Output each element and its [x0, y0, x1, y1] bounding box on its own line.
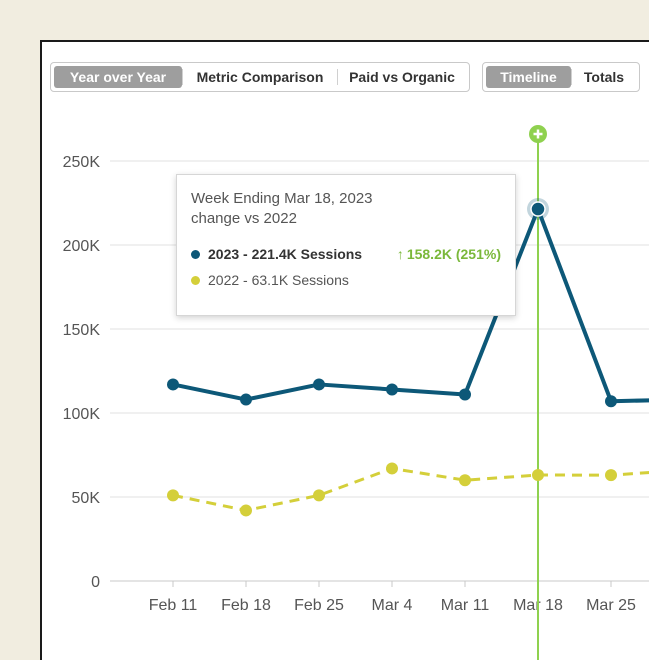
- x-tick-label: Mar 25: [586, 597, 636, 614]
- series-2022-point: [532, 468, 544, 481]
- series-2023-point: [313, 378, 325, 391]
- tab-year-over-year[interactable]: Year over Year: [54, 66, 182, 88]
- chart-tooltip: Week Ending Mar 18, 2023 change vs 2022 …: [176, 174, 516, 316]
- x-tick-label: Mar 11: [441, 597, 490, 614]
- divider: [571, 69, 572, 85]
- y-tick-label: 200K: [63, 238, 101, 255]
- tooltip-row-2023: 2023 - 221.4K Sessions ↑ 158.2K (251%): [191, 241, 501, 267]
- series-2023-point: [459, 388, 471, 401]
- tab-metric-comparison[interactable]: Metric Comparison: [196, 69, 324, 85]
- series-2023-dot-icon: [191, 249, 200, 259]
- tooltip-title: Week Ending Mar 18, 2023: [191, 190, 373, 207]
- tooltip-change: ↑ 158.2K (251%): [397, 246, 501, 262]
- chart-card: Year over Year Metric Comparison Paid vs…: [40, 40, 649, 660]
- series-2022-point: [240, 504, 252, 517]
- x-tick-label: Feb 18: [221, 597, 271, 614]
- tab-paid-vs-organic[interactable]: Paid vs Organic: [349, 69, 455, 85]
- series-2023-point: [386, 383, 398, 396]
- series-2023-point: [240, 393, 252, 406]
- mode-toggle: Timeline Totals: [482, 62, 640, 92]
- divider: [182, 69, 183, 85]
- view-toggle: Year over Year Metric Comparison Paid vs…: [50, 62, 470, 92]
- arrow-up-icon: ↑: [396, 246, 404, 262]
- y-tick-label: 50K: [72, 490, 101, 507]
- tooltip-row-2023-label: 2023 - 221.4K Sessions: [208, 246, 363, 262]
- x-tick-label: Feb 25: [294, 597, 344, 614]
- y-tick-label: 150K: [63, 322, 101, 339]
- series-2023-point: [605, 395, 617, 408]
- line-chart: 0 50K 100K 150K 200K 250K Feb 11 Feb 18 Feb 25 Ma…: [63, 125, 649, 660]
- y-tick-label: 250K: [63, 154, 101, 171]
- series-2022-point: [313, 489, 325, 502]
- x-tick-label: Feb 11: [149, 597, 198, 614]
- tab-timeline[interactable]: Timeline: [486, 66, 572, 88]
- divider: [337, 69, 338, 85]
- series-2022-line: [172, 466, 649, 512]
- series-2022-point: [605, 469, 617, 482]
- tab-totals[interactable]: Totals: [583, 69, 625, 85]
- series-2023-point: [530, 201, 546, 217]
- tooltip-subtitle: change vs 2022: [191, 210, 297, 227]
- x-tick-label: Mar 4: [372, 597, 413, 614]
- y-tick-label: 0: [91, 574, 100, 591]
- series-2022-point: [167, 489, 179, 502]
- series-2023-point: [167, 378, 179, 391]
- tooltip-row-2022: 2022 - 63.1K Sessions: [191, 267, 501, 293]
- series-2022-dot-icon: [191, 275, 200, 285]
- tooltip-change-value: 158.2K (251%): [406, 246, 501, 262]
- y-tick-label: 100K: [63, 406, 101, 423]
- tooltip-row-2022-label: 2022 - 63.1K Sessions: [208, 272, 349, 288]
- series-2022-point: [459, 474, 471, 487]
- series-2023-line: [172, 207, 649, 404]
- series-2022-point: [386, 462, 398, 475]
